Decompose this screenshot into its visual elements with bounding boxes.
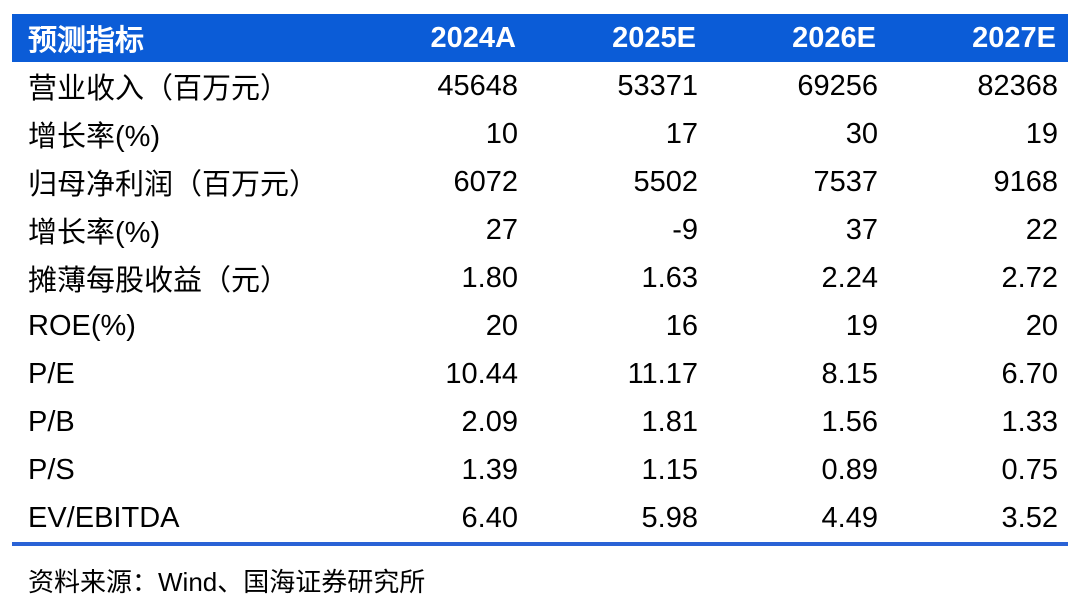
metric-label: P/E bbox=[28, 357, 75, 390]
table-body: 营业收入（百万元） 45648 53371 69256 82368 增长率(%)… bbox=[12, 62, 1068, 542]
metric-label: 摊薄每股收益（元） bbox=[28, 265, 290, 297]
table-row: EV/EBITDA 6.40 5.98 4.49 3.52 bbox=[12, 494, 1068, 542]
metric-value: 45648 bbox=[437, 69, 518, 102]
metric-value: 10 bbox=[485, 117, 518, 150]
header-cell-year-2027e: 2027E bbox=[888, 14, 1068, 62]
header-cell-year-2025e: 2025E bbox=[528, 14, 708, 62]
table-bottom-rule bbox=[12, 542, 1068, 546]
metric-value: 11.17 bbox=[627, 357, 698, 390]
metric-value: 5502 bbox=[633, 165, 698, 198]
table-row: P/S 1.39 1.15 0.89 0.75 bbox=[12, 446, 1068, 494]
metric-value: 0.89 bbox=[821, 453, 878, 486]
table-row: P/B 2.09 1.81 1.56 1.33 bbox=[12, 398, 1068, 446]
table-row: 归母净利润（百万元） 6072 5502 7537 9168 bbox=[12, 158, 1068, 206]
metric-value: 1.81 bbox=[641, 405, 698, 438]
metric-label: 营业收入（百万元） bbox=[28, 73, 290, 105]
metric-value: 8.15 bbox=[821, 357, 878, 390]
metric-value: 2.24 bbox=[821, 261, 878, 294]
metric-value: 6072 bbox=[453, 165, 518, 198]
metric-value: 82368 bbox=[977, 69, 1058, 102]
metric-label: 归母净利润（百万元） bbox=[28, 169, 319, 201]
metric-value: 22 bbox=[1025, 213, 1058, 246]
table-header-row: 预测指标 2024A 2025E 2026E 2027E bbox=[12, 14, 1068, 62]
header-cell-metric: 预测指标 bbox=[12, 14, 348, 62]
metric-value: 1.80 bbox=[461, 261, 518, 294]
metric-value: 17 bbox=[665, 117, 698, 150]
metric-value: 6.40 bbox=[461, 501, 518, 534]
metric-value: 20 bbox=[485, 309, 518, 342]
metric-value: 9168 bbox=[993, 165, 1058, 198]
table-row: ROE(%) 20 16 19 20 bbox=[12, 302, 1068, 350]
metric-label: EV/EBITDA bbox=[28, 501, 180, 534]
metric-value: 37 bbox=[845, 213, 878, 246]
table-row: 摊薄每股收益（元） 1.80 1.63 2.24 2.72 bbox=[12, 254, 1068, 302]
metric-value: 69256 bbox=[797, 69, 878, 102]
metric-value: 1.39 bbox=[461, 453, 518, 486]
metric-value: 1.56 bbox=[821, 405, 878, 438]
metric-label: P/S bbox=[28, 453, 75, 486]
metric-label: ROE(%) bbox=[28, 309, 136, 342]
metric-value: 5.98 bbox=[641, 501, 698, 534]
metric-value: 1.33 bbox=[1001, 405, 1058, 438]
metric-value: 53371 bbox=[617, 69, 698, 102]
metric-value: 19 bbox=[1025, 117, 1058, 150]
metric-value: 7537 bbox=[813, 165, 878, 198]
metric-value: 3.52 bbox=[1001, 501, 1058, 534]
metric-value: 10.44 bbox=[445, 357, 518, 390]
table-row: P/E 10.44 11.17 8.15 6.70 bbox=[12, 350, 1068, 398]
metric-value: 4.49 bbox=[821, 501, 878, 534]
metric-value: 0.75 bbox=[1001, 453, 1058, 486]
source-note: 资料来源：Wind、国海证券研究所 bbox=[28, 567, 426, 595]
metric-value: 19 bbox=[845, 309, 878, 342]
metric-label: 增长率(%) bbox=[28, 217, 161, 249]
header-cell-year-2024a: 2024A bbox=[348, 14, 528, 62]
metric-value: 1.63 bbox=[641, 261, 698, 294]
table-row: 增长率(%) 27 -9 37 22 bbox=[12, 206, 1068, 254]
metric-value: 2.72 bbox=[1001, 261, 1058, 294]
forecast-table: 预测指标 2024A 2025E 2026E 2027E 营业收入（百万元） 4… bbox=[12, 14, 1068, 542]
table-row: 营业收入（百万元） 45648 53371 69256 82368 bbox=[12, 62, 1068, 110]
table-row: 增长率(%) 10 17 30 19 bbox=[12, 110, 1068, 158]
metric-value: -9 bbox=[672, 213, 698, 246]
metric-value: 20 bbox=[1025, 309, 1058, 342]
metric-value: 1.15 bbox=[641, 453, 698, 486]
header-cell-year-2026e: 2026E bbox=[708, 14, 888, 62]
metric-value: 6.70 bbox=[1001, 357, 1058, 390]
metric-label: P/B bbox=[28, 405, 75, 438]
metric-value: 2.09 bbox=[461, 405, 518, 438]
metric-label: 增长率(%) bbox=[28, 121, 161, 153]
metric-value: 16 bbox=[665, 309, 698, 342]
metric-value: 27 bbox=[485, 213, 518, 246]
metric-value: 30 bbox=[845, 117, 878, 150]
